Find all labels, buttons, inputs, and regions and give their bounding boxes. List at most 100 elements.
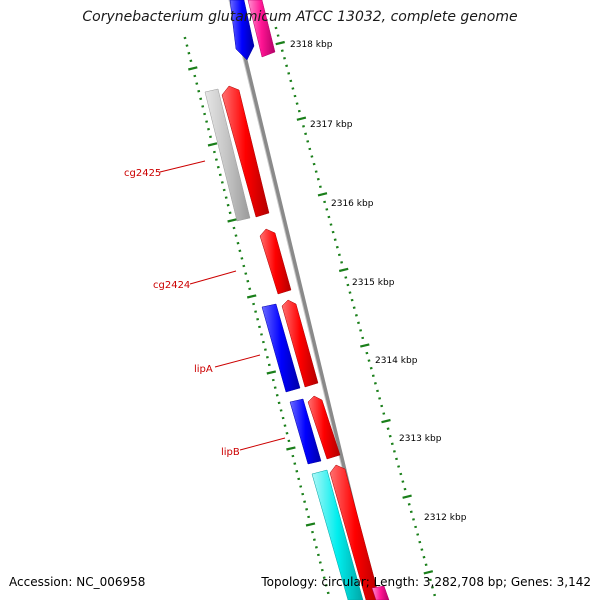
inner-minor-tick: [209, 137, 211, 138]
outer-minor-tick: [404, 489, 406, 490]
inner-minor-tick: [305, 509, 307, 510]
outer-major-tick: [276, 42, 285, 44]
outer-minor-tick: [357, 323, 359, 324]
tick-label-2314: 2314 kbp: [375, 356, 418, 366]
outer-major-tick: [360, 344, 369, 346]
inner-minor-tick: [288, 441, 290, 442]
outer-minor-tick: [374, 383, 376, 384]
outer-major-tick: [339, 269, 348, 271]
inner-major-tick: [247, 295, 256, 297]
inner-minor-tick: [188, 53, 190, 54]
outer-minor-tick: [304, 134, 306, 135]
gene-features: [205, 0, 389, 600]
outer-minor-tick: [290, 81, 292, 82]
outer-minor-tick: [332, 232, 334, 233]
outer-minor-tick: [311, 156, 313, 157]
tick-label-2318: 2318 kbp: [290, 40, 333, 50]
outer-minor-tick: [408, 504, 410, 505]
outer-minor-tick: [296, 103, 298, 104]
inner-major-tick: [228, 219, 237, 221]
gene-label-cg2424[interactable]: cg2424: [153, 280, 190, 291]
outer-minor-tick: [281, 50, 283, 51]
inner-minor-tick: [194, 76, 196, 77]
inner-minor-tick: [223, 190, 225, 191]
inner-minor-tick: [264, 349, 266, 350]
inner-minor-tick: [327, 593, 329, 594]
inner-minor-tick: [227, 205, 229, 206]
outer-minor-tick: [387, 428, 389, 429]
inner-minor-tick: [190, 61, 192, 62]
outer-minor-tick: [425, 565, 427, 566]
tick-label-2317: 2317 kbp: [310, 120, 353, 130]
inner-minor-tick: [307, 517, 309, 518]
inner-minor-tick: [213, 152, 215, 153]
outer-minor-tick: [313, 164, 315, 165]
outer-minor-tick: [309, 149, 311, 150]
inner-minor-tick: [258, 327, 260, 328]
inner-minor-tick: [225, 197, 227, 198]
inner-minor-tick: [233, 228, 235, 229]
inner-minor-tick: [260, 334, 262, 335]
outer-major-tick: [424, 571, 433, 573]
outer-minor-tick: [372, 376, 374, 377]
outer-minor-tick: [298, 111, 300, 112]
outer-minor-tick: [376, 391, 378, 392]
outer-major-tick: [382, 420, 391, 422]
outer-minor-tick: [285, 66, 287, 67]
outer-minor-tick: [334, 239, 336, 240]
inner-major-tick: [306, 523, 315, 525]
inner-minor-tick: [219, 175, 221, 176]
inner-minor-tick: [184, 38, 186, 39]
outer-minor-tick: [347, 285, 349, 286]
inner-minor-tick: [203, 114, 205, 115]
outer-minor-tick: [383, 413, 385, 414]
outer-minor-tick: [397, 466, 399, 467]
inner-minor-tick: [274, 387, 276, 388]
outer-minor-tick: [368, 360, 370, 361]
outer-minor-tick: [351, 300, 353, 301]
outer-minor-tick: [359, 330, 361, 331]
gene-label-lipA[interactable]: lipA: [194, 364, 213, 375]
outer-minor-tick: [370, 368, 372, 369]
outer-minor-tick: [292, 88, 294, 89]
outer-minor-tick: [307, 141, 309, 142]
inner-minor-tick: [292, 456, 294, 457]
inner-minor-tick: [317, 555, 319, 556]
leader-line-lipA: [215, 355, 260, 367]
outer-minor-tick: [381, 406, 383, 407]
outer-minor-tick: [410, 512, 412, 513]
inner-minor-tick: [239, 251, 241, 252]
inner-minor-tick: [247, 281, 249, 282]
inner-major-tick: [286, 447, 295, 449]
outer-minor-tick: [326, 209, 328, 210]
inner-major-tick: [267, 371, 276, 373]
outer-minor-tick: [349, 292, 351, 293]
outer-minor-tick: [366, 353, 368, 354]
gene-label-cg2425[interactable]: cg2425: [124, 168, 161, 179]
outer-minor-tick: [340, 262, 342, 263]
inner-minor-tick: [205, 121, 207, 122]
outer-minor-tick: [417, 534, 419, 535]
outer-minor-tick: [294, 96, 296, 97]
gene-label-lipB[interactable]: lipB: [221, 447, 240, 458]
outer-minor-tick: [362, 338, 364, 339]
inner-minor-tick: [315, 547, 317, 548]
inner-minor-tick: [280, 410, 282, 411]
inner-minor-tick: [319, 562, 321, 563]
inner-minor-tick: [272, 380, 274, 381]
inner-minor-tick: [268, 365, 270, 366]
inner-minor-tick: [278, 403, 280, 404]
inner-major-tick: [208, 143, 217, 145]
inner-minor-tick: [200, 99, 202, 100]
outer-minor-tick: [323, 202, 325, 203]
outer-minor-tick: [319, 187, 321, 188]
outer-minor-tick: [391, 444, 393, 445]
outer-minor-tick: [345, 277, 347, 278]
outer-minor-tick: [419, 542, 421, 543]
inner-minor-tick: [196, 83, 198, 84]
outer-minor-tick: [288, 73, 290, 74]
outer-major-tick: [297, 118, 306, 120]
outer-minor-tick: [330, 224, 332, 225]
outer-minor-tick: [302, 126, 304, 127]
outer-minor-tick: [338, 255, 340, 256]
